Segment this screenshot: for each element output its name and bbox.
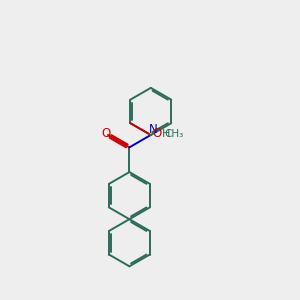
Text: H: H xyxy=(162,129,170,139)
Text: CH₃: CH₃ xyxy=(165,129,184,139)
Text: O: O xyxy=(153,127,162,140)
Text: N: N xyxy=(149,123,158,136)
Text: O: O xyxy=(101,127,110,140)
